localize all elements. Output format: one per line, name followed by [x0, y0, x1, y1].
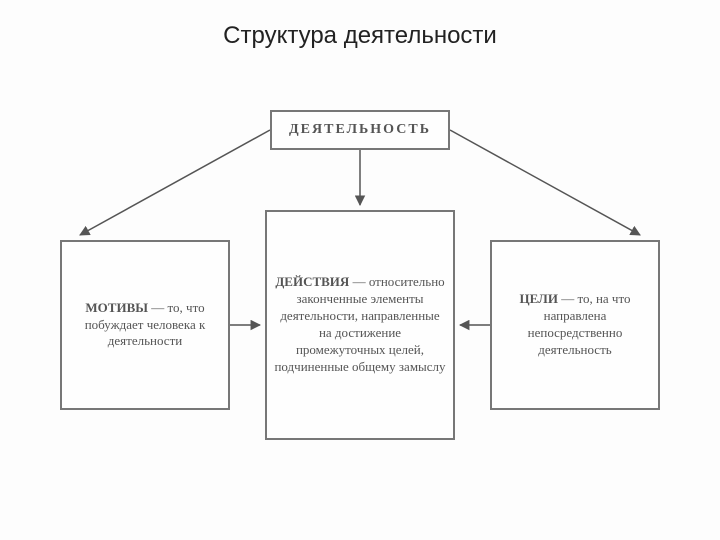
- page-title: Структура деятельности: [0, 22, 720, 50]
- node-motives-label: МОТИВЫ — то, что побуждает человека к де…: [68, 300, 222, 351]
- node-root-label: ДЕЯТЕЛЬНОСТЬ: [289, 121, 431, 139]
- activity-structure-diagram: ДЕЯТЕЛЬНОСТЬ МОТИВЫ — то, что побуждает …: [60, 80, 660, 480]
- node-actions-label: ДЕЙСТВИЯ — относительно законченные элем…: [273, 274, 447, 375]
- node-goals: ЦЕЛИ — то, на что направлена непосредств…: [490, 240, 660, 410]
- node-goals-label: ЦЕЛИ — то, на что направлена непосредств…: [498, 291, 652, 359]
- node-motives: МОТИВЫ — то, что побуждает человека к де…: [60, 240, 230, 410]
- node-actions: ДЕЙСТВИЯ — относительно законченные элем…: [265, 210, 455, 440]
- node-root: ДЕЯТЕЛЬНОСТЬ: [270, 110, 450, 150]
